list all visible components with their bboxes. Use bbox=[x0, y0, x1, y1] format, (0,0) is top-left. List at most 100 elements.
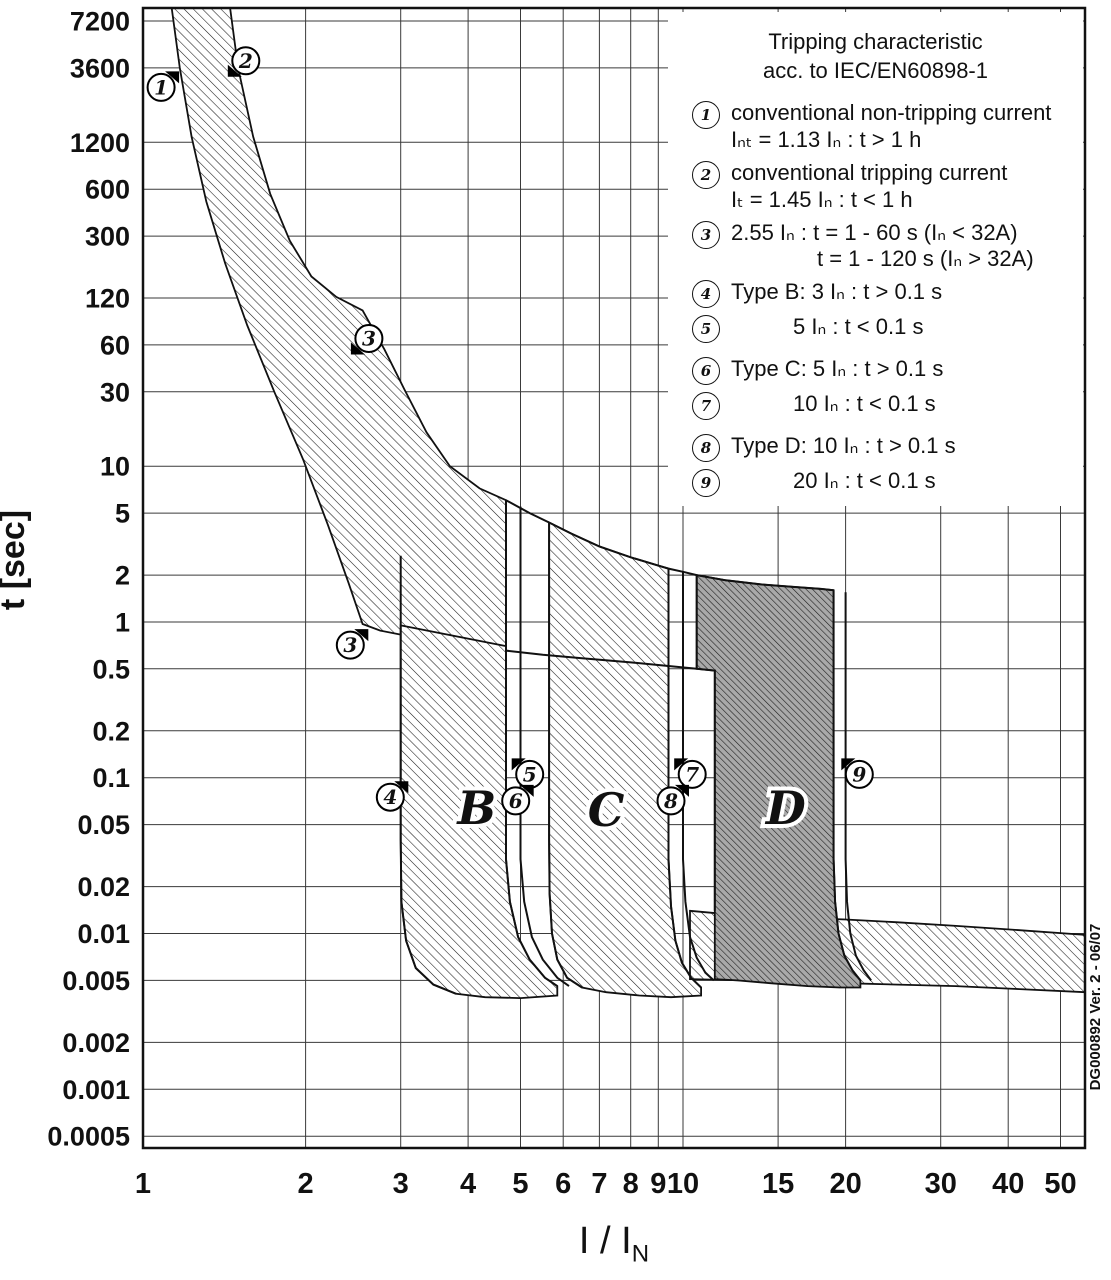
x-axis-title-sub: N bbox=[631, 1240, 650, 1268]
marker-number: 5 bbox=[523, 762, 537, 786]
line-b-right-inner bbox=[505, 500, 558, 987]
legend-number-4: 4 bbox=[692, 280, 720, 309]
legend-number-8: 8 bbox=[692, 434, 720, 463]
legend-item-6: 6 Type C: 5 Iₙ : t > 0.1 s bbox=[692, 355, 1083, 386]
legend-number-9: 9 bbox=[692, 469, 720, 498]
y-tick-label-1200: 1200 bbox=[70, 128, 130, 158]
x-tick-label-30: 30 bbox=[925, 1168, 957, 1200]
plot-border bbox=[141, 6, 1087, 1150]
legend-number-2: 2 bbox=[692, 160, 720, 189]
x-tick-label-50: 50 bbox=[1044, 1168, 1076, 1200]
line-d-right-inner bbox=[832, 590, 862, 982]
x-tick-label-15: 15 bbox=[762, 1168, 794, 1200]
legend-item-5: 5 5 Iₙ : t < 0.1 s bbox=[692, 313, 1083, 344]
marker-8: 8 bbox=[656, 784, 689, 816]
y-tick-label-0.2: 0.2 bbox=[92, 716, 130, 746]
marker-3: 3 bbox=[350, 324, 384, 355]
y-tick-label-600: 600 bbox=[85, 175, 130, 205]
x-tick-label-2: 2 bbox=[298, 1168, 314, 1200]
region-thermal-band bbox=[170, 8, 507, 652]
y-tick-label-0.005: 0.005 bbox=[62, 966, 130, 996]
region-letters: B C D bbox=[451, 777, 810, 841]
line-d-right-outer bbox=[844, 592, 872, 981]
marker-circle-icon bbox=[146, 72, 176, 102]
legend-number-5: 5 bbox=[692, 315, 720, 344]
y-tick-label-1: 1 bbox=[115, 608, 130, 638]
x-tick-label-5: 5 bbox=[512, 1168, 528, 1200]
x-axis-title: I / IN bbox=[143, 1220, 1085, 1269]
marker-number: 2 bbox=[238, 49, 253, 73]
y-tick-label-0.0005: 0.0005 bbox=[47, 1122, 130, 1152]
legend-item-8: 8 Type D: 10 Iₙ : t > 0.1 s bbox=[692, 432, 1083, 463]
x-axis-title-main: I / I bbox=[578, 1220, 632, 1262]
document-id-watermark: DG000892 Ver. 2 - 06/07 bbox=[1087, 924, 1104, 1091]
legend-item-4-text: Type B: 3 Iₙ : t > 0.1 s bbox=[731, 279, 943, 305]
y-tick-label-0.001: 0.001 bbox=[62, 1075, 130, 1105]
marker-number: 6 bbox=[509, 789, 523, 813]
marker-circle-icon bbox=[335, 630, 365, 660]
y-tick-label-300: 300 bbox=[85, 222, 130, 252]
marker-wedge-icon bbox=[841, 758, 856, 771]
line-c-left-edge bbox=[548, 522, 583, 989]
x-tick-label-9: 9 bbox=[650, 1168, 666, 1200]
marker-number: 9 bbox=[852, 762, 866, 786]
legend-item-5-text: 5 Iₙ : t < 0.1 s bbox=[793, 314, 924, 340]
x-tick-label-8: 8 bbox=[623, 1168, 639, 1200]
line-b-left-edge bbox=[399, 555, 457, 995]
marker-circle-icon bbox=[844, 759, 874, 789]
marker-7: 7 bbox=[674, 758, 707, 789]
y-tick-label-0.05: 0.05 bbox=[77, 810, 130, 840]
marker-wedge-icon bbox=[394, 781, 409, 794]
legend-item-1-text: conventional non-tripping current bbox=[731, 100, 1052, 126]
legend-item-4: 4 Type B: 3 Iₙ : t > 0.1 s bbox=[692, 278, 1083, 309]
y-tick-label-60: 60 bbox=[100, 330, 130, 360]
y-tick-label-3600: 3600 bbox=[70, 53, 130, 83]
x-tick-label-4: 4 bbox=[460, 1168, 476, 1200]
marker-3: 3 bbox=[335, 629, 369, 660]
y-tick-label-5: 5 bbox=[115, 499, 130, 529]
marker-circle-icon bbox=[354, 324, 384, 353]
marker-1: 1 bbox=[146, 71, 180, 102]
marker-wedge-icon bbox=[519, 784, 534, 797]
line-c-right-outer bbox=[682, 572, 715, 982]
y-tick-label-7200: 7200 bbox=[70, 7, 130, 37]
legend-item-8-text: Type D: 10 Iₙ : t > 0.1 s bbox=[731, 433, 956, 459]
marker-6: 6 bbox=[501, 784, 534, 816]
x-tick-label-6: 6 bbox=[555, 1168, 571, 1200]
y-tick-label-0.01: 0.01 bbox=[77, 919, 130, 949]
marker-number: 3 bbox=[343, 633, 357, 657]
marker-wedge-icon bbox=[354, 629, 369, 642]
legend-item-1-formula: Iₙₜ = 1.13 Iₙ : t > 1 h bbox=[731, 127, 922, 153]
marker-number: 8 bbox=[663, 789, 678, 813]
marker-2: 2 bbox=[227, 46, 261, 77]
x-tick-label-3: 3 bbox=[393, 1168, 409, 1200]
legend: Tripping characteristic acc. to IEC/EN60… bbox=[668, 12, 1083, 506]
legend-number-1: 1 bbox=[692, 101, 720, 130]
region-letter-B: B bbox=[455, 781, 496, 835]
marker-wedge-icon bbox=[165, 71, 180, 84]
marker-number: 7 bbox=[685, 762, 699, 786]
legend-item-9-text: 20 Iₙ : t < 0.1 s bbox=[793, 468, 936, 494]
y-tick-label-0.002: 0.002 bbox=[62, 1028, 130, 1058]
legend-item-6-text: Type C: 5 Iₙ : t > 0.1 s bbox=[731, 356, 944, 382]
marker-circle-icon bbox=[375, 782, 405, 812]
marker-circle-icon bbox=[656, 786, 686, 816]
line-c-right-inner bbox=[667, 568, 702, 989]
marker-4: 4 bbox=[375, 781, 409, 812]
marker-5: 5 bbox=[511, 758, 545, 789]
x-tick-label-7: 7 bbox=[591, 1168, 607, 1200]
legend-item-2-text: conventional tripping current bbox=[731, 159, 1008, 185]
legend-item-3-text: 2.55 Iₙ : t = 1 - 60 s (Iₙ < 32A) bbox=[731, 219, 1018, 245]
line-b-right-outer bbox=[519, 506, 570, 987]
x-tick-label-40: 40 bbox=[992, 1168, 1024, 1200]
marker-wedge-icon bbox=[675, 784, 689, 797]
y-tick-label-120: 120 bbox=[85, 284, 130, 314]
marker-number: 1 bbox=[154, 75, 168, 99]
x-tick-label-20: 20 bbox=[829, 1168, 861, 1200]
y-tick-label-0.1: 0.1 bbox=[92, 763, 130, 793]
y-axis-title: t [sec] bbox=[0, 510, 32, 610]
marker-number: 4 bbox=[383, 785, 397, 809]
y-tick-label-2: 2 bbox=[115, 561, 130, 591]
